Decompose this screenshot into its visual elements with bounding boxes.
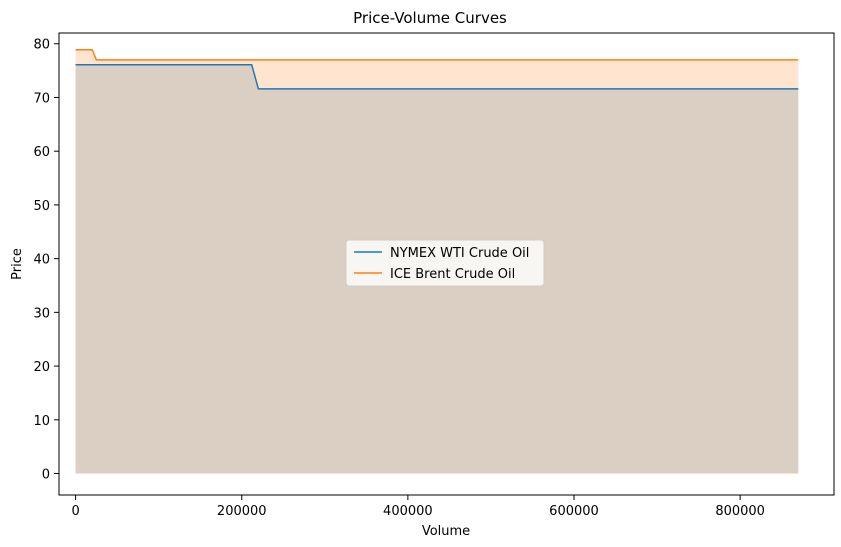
chart-title: Price-Volume Curves [353, 9, 507, 27]
series-line-2 [75, 48, 799, 61]
y-tick-label: 0 [42, 468, 50, 483]
y-tick-label: 10 [33, 414, 50, 429]
legend-label: NYMEX WTI Crude Oil [390, 246, 529, 261]
x-axis-ticks: 0 200000 400000 600000 800000 [71, 495, 765, 519]
y-axis-label: Price [10, 248, 25, 280]
y-tick-label: 20 [33, 360, 50, 375]
x-tick-label: 600000 [549, 504, 599, 519]
legend-box [345, 239, 545, 287]
plot-frame [58, 32, 835, 496]
y-tick-label: 70 [33, 91, 50, 106]
x-tick-label: 800000 [715, 504, 765, 519]
x-tick-label: 400000 [383, 504, 433, 519]
legend: NYMEX WTI Crude Oil ICE Brent Crude Oil [345, 239, 545, 287]
x-axis-label: Volume [422, 524, 470, 539]
series-lines [75, 48, 799, 90]
legend-label: ICE Brent Crude Oil [390, 267, 515, 282]
y-axis-ticks: 0 10 20 30 40 50 60 70 80 [33, 38, 59, 483]
series-line-1 [75, 63, 799, 90]
x-tick-label: 0 [71, 504, 79, 519]
y-tick-label: 40 [33, 253, 50, 268]
y-tick-label: 60 [33, 145, 50, 160]
x-tick-label: 200000 [217, 504, 267, 519]
y-tick-label: 80 [33, 38, 50, 53]
y-tick-label: 30 [33, 306, 50, 321]
y-tick-label: 50 [33, 199, 50, 214]
